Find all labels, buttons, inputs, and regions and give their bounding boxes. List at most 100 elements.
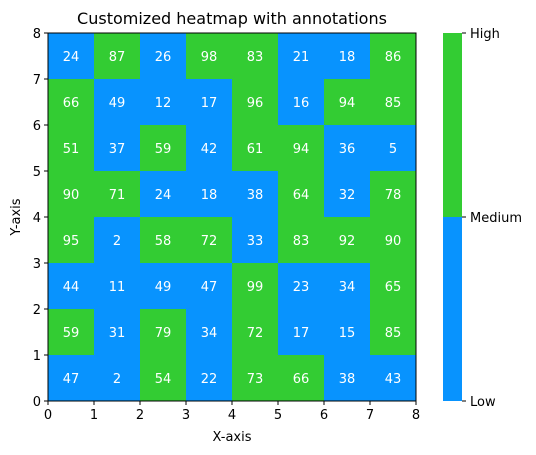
cell-value-label: 98 [201,50,218,65]
heatmap-cell [278,171,325,218]
heatmap-cell [370,217,417,264]
cell-value-label: 17 [201,96,218,111]
cell-value-label: 94 [293,142,310,157]
cell-value-label: 90 [63,188,80,203]
cell-value-label: 65 [385,280,402,295]
y-tick-label: 3 [33,257,41,272]
heatmap-cell [186,217,233,264]
cell-value-label: 34 [339,280,356,295]
cell-value-label: 22 [201,372,218,387]
cell-value-label: 38 [247,188,264,203]
heatmap-cell [324,355,371,402]
cell-value-label: 31 [109,326,126,341]
cell-value-label: 72 [201,234,218,249]
cell-value-label: 11 [109,280,126,295]
heatmap-cells [48,33,417,402]
y-tick-label: 4 [33,211,41,226]
y-tick-label: 0 [33,395,41,410]
cell-value-label: 59 [63,326,80,341]
heatmap-cell [370,33,417,80]
cell-value-label: 78 [385,188,402,203]
x-tick-label: 0 [44,408,52,423]
heatmap-cell [232,171,279,218]
heatmap-cell [140,79,187,126]
colorbar-tick-label: High [470,27,500,42]
x-tick-label: 7 [366,408,374,423]
cell-value-label: 49 [109,96,126,111]
x-axis-ticks: 0 1 2 3 4 5 6 7 8 [44,401,420,423]
cell-value-label: 16 [293,96,310,111]
cell-value-label: 85 [385,96,402,111]
heatmap-cell [140,125,187,172]
cell-value-label: 5 [389,142,397,157]
heatmap-cell [278,125,325,172]
heatmap-cell [324,217,371,264]
cell-value-label: 18 [339,50,356,65]
cell-value-label: 99 [247,280,264,295]
heatmap-cell [48,125,95,172]
heatmap-cell [324,171,371,218]
cell-value-label: 92 [339,234,356,249]
y-axis-ticks: 0 1 2 3 4 5 6 7 8 [33,27,48,410]
cell-value-label: 61 [247,142,264,157]
heatmap-cell [370,309,417,356]
cell-value-label: 54 [155,372,172,387]
heatmap-cell [186,263,233,310]
heatmap-cell [94,309,141,356]
cell-value-label: 87 [109,50,126,65]
cell-value-label: 96 [247,96,264,111]
heatmap-cell [232,355,279,402]
heatmap-cell [140,309,187,356]
heatmap-cell [48,33,95,80]
heatmap-cell [324,125,371,172]
heatmap-cell [324,309,371,356]
cell-value-label: 47 [201,280,218,295]
heatmap-cell [140,171,187,218]
cell-value-label: 24 [63,50,80,65]
heatmap-cell [278,309,325,356]
heatmap-cell [48,355,95,402]
heatmap-cell [186,79,233,126]
heatmap-cell [48,263,95,310]
heatmap-cell [278,263,325,310]
heatmap-cell [186,33,233,80]
heatmap-cell [48,217,95,264]
cell-value-label: 18 [201,188,218,203]
cell-value-label: 95 [63,234,80,249]
cell-value-label: 2 [113,234,121,249]
cell-value-label: 44 [63,280,80,295]
heatmap-cell [278,79,325,126]
heatmap-cell [94,355,141,402]
heatmap-cell [140,217,187,264]
cell-value-label: 85 [385,326,402,341]
cell-value-label: 12 [155,96,172,111]
heatmap-cell [278,217,325,264]
cell-value-label: 17 [293,326,310,341]
cell-value-label: 66 [293,372,310,387]
heatmap-cell [324,33,371,80]
cell-value-label: 24 [155,188,172,203]
heatmap-cell [370,171,417,218]
heatmap-cell [370,125,417,172]
heatmap-cell [94,125,141,172]
cell-value-label: 33 [247,234,264,249]
heatmap-cell [186,171,233,218]
x-tick-label: 4 [228,408,236,423]
cell-value-label: 15 [339,326,356,341]
heatmap-cell [94,171,141,218]
cell-value-label: 90 [385,234,402,249]
cell-value-label: 83 [293,234,310,249]
heatmap-cell [48,171,95,218]
y-tick-label: 6 [33,119,41,134]
heatmap-cell [370,355,417,402]
x-tick-label: 5 [274,408,282,423]
heatmap-cell [370,79,417,126]
chart-title: Customized heatmap with annotations [77,9,387,28]
heatmap-cell [140,33,187,80]
heatmap-cell [232,309,279,356]
heatmap-cell [278,33,325,80]
heatmap-cell [232,79,279,126]
cell-value-label: 51 [63,142,80,157]
